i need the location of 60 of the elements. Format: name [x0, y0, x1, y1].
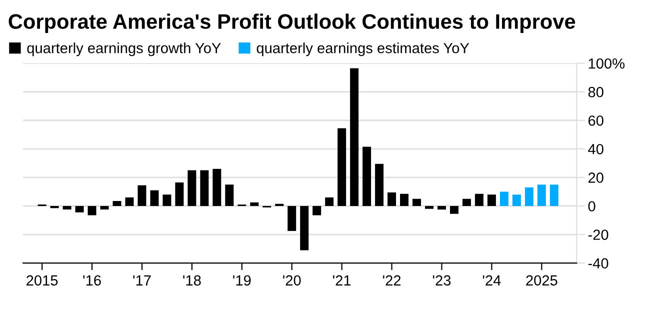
x-tick-label: 2025 — [526, 275, 558, 286]
y-tick-label: 80 — [588, 86, 604, 98]
x-tick-label: '17 — [133, 275, 151, 286]
y-tick-label: -20 — [588, 230, 608, 240]
y-tick-label: 40 — [588, 144, 604, 154]
y-tick-label: 100% — [588, 58, 625, 69]
bar — [75, 206, 84, 212]
bar — [212, 168, 222, 206]
bar — [388, 192, 396, 206]
bar — [225, 184, 234, 206]
bar — [462, 198, 471, 206]
bar — [437, 206, 446, 210]
bar — [288, 206, 296, 231]
legend-label: quarterly earnings estimates YoY — [256, 42, 470, 56]
bar — [524, 187, 534, 206]
legend-label: quarterly earnings growth YoY — [27, 42, 221, 56]
x-tick-label: 2015 — [26, 275, 58, 286]
bar — [424, 206, 434, 209]
bar — [400, 194, 409, 206]
bar — [500, 192, 508, 206]
bar — [512, 194, 521, 206]
bar — [138, 185, 146, 206]
bar — [112, 200, 122, 206]
bar — [474, 194, 484, 206]
bar — [325, 197, 334, 206]
x-tick-label: '22 — [383, 275, 401, 286]
bar — [188, 170, 196, 206]
bar — [450, 206, 458, 214]
bar — [175, 182, 184, 206]
bar — [125, 197, 134, 206]
x-tick-label: '19 — [233, 275, 251, 286]
bar — [312, 206, 322, 216]
bar — [200, 170, 209, 206]
y-tick-label: -40 — [588, 258, 608, 268]
chart-title: Corporate America's Profit Outlook Continues to Improve — [8, 14, 576, 34]
bar — [362, 146, 372, 206]
bar — [250, 202, 259, 206]
x-tick-label: '23 — [432, 275, 451, 286]
bar — [550, 184, 558, 206]
x-tick-label: '21 — [333, 275, 351, 286]
y-tick-label: 60 — [588, 115, 604, 126]
bar — [50, 206, 59, 208]
bar — [350, 68, 359, 206]
y-tick-label: 0 — [588, 201, 596, 212]
bar — [88, 206, 96, 216]
y-tick-label: 20 — [588, 172, 604, 183]
bar — [537, 184, 546, 206]
x-tick-label: '24 — [482, 275, 501, 286]
bar — [338, 128, 346, 206]
bar — [162, 194, 172, 206]
bar — [62, 206, 72, 210]
bar — [487, 194, 496, 206]
bar — [150, 190, 159, 206]
x-tick-label: '18 — [183, 275, 201, 286]
bar — [375, 164, 384, 206]
x-tick-label: '16 — [83, 275, 101, 286]
x-tick-label: '20 — [283, 275, 301, 286]
bar — [300, 206, 309, 250]
bar — [412, 198, 421, 206]
bar — [100, 206, 109, 210]
